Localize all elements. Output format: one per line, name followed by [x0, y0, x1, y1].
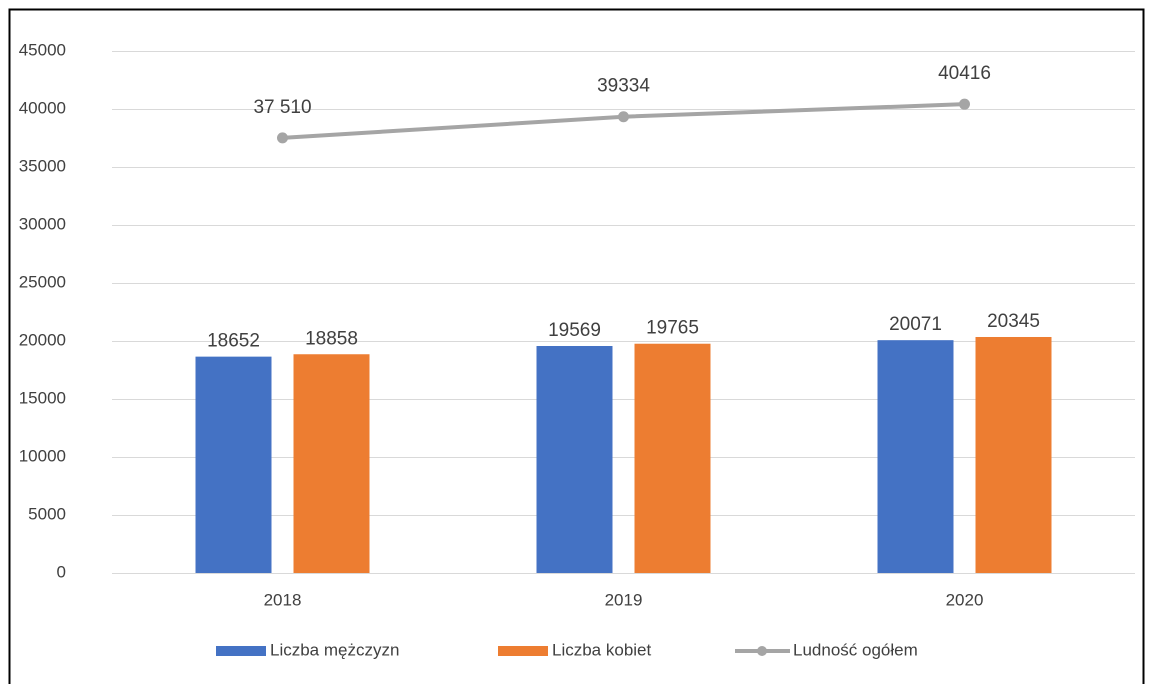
data-label: 19765 [646, 318, 699, 339]
legend-swatch [498, 646, 548, 656]
data-label: 19569 [548, 320, 601, 341]
y-tick-label: 45000 [19, 40, 66, 59]
bar [536, 345, 613, 573]
y-tick-label: 25000 [19, 272, 66, 291]
bar [293, 354, 370, 573]
x-tick-label: 2020 [946, 590, 984, 609]
x-tick-label: 2018 [264, 590, 302, 609]
y-tick-label: 30000 [19, 214, 66, 233]
bar [195, 356, 272, 573]
x-tick-label: 2019 [605, 590, 643, 609]
legend-swatch [216, 646, 266, 656]
data-label: 37 510 [253, 97, 311, 118]
y-tick-label: 35000 [19, 156, 66, 175]
line-marker [618, 111, 629, 123]
y-tick-label: 20000 [19, 330, 66, 349]
bar [877, 340, 954, 573]
y-tick-label: 0 [57, 562, 66, 581]
legend-marker [757, 646, 767, 656]
line-marker [277, 132, 288, 144]
y-tick-label: 10000 [19, 446, 66, 465]
line-marker [959, 98, 970, 110]
bar [634, 343, 711, 573]
frame [8, 8, 1145, 684]
bar [975, 336, 1052, 573]
data-label: 20345 [987, 311, 1040, 332]
data-label: 18858 [305, 328, 358, 349]
data-label: 20071 [889, 314, 942, 335]
data-label: 18652 [207, 331, 260, 352]
y-tick-label: 15000 [19, 388, 66, 407]
legend-label: Ludność ogółem [793, 640, 918, 659]
legend-label: Liczba kobiet [552, 640, 652, 659]
y-tick-label: 5000 [28, 504, 66, 523]
legend-label: Liczba mężczyzn [270, 640, 399, 659]
y-tick-label: 40000 [19, 98, 66, 117]
data-label: 40416 [938, 63, 991, 84]
data-label: 39334 [597, 76, 650, 97]
